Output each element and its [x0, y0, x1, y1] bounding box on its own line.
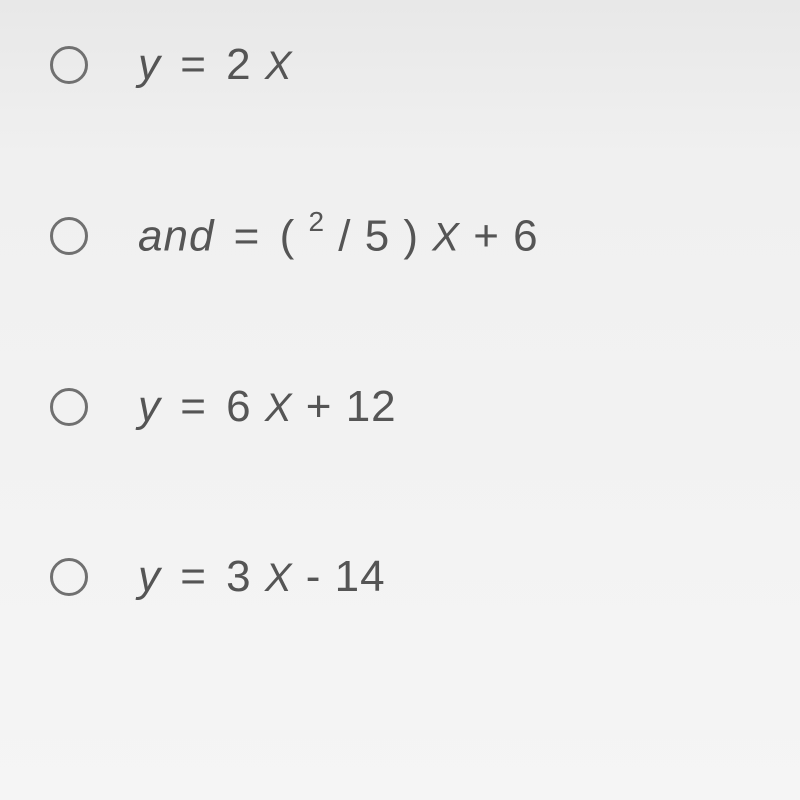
coefficient: 3	[226, 552, 265, 601]
radio-button[interactable]	[50, 558, 88, 596]
fraction-rest: / 5 )	[325, 212, 432, 261]
constant-term: + 12	[293, 382, 397, 431]
radio-button[interactable]	[50, 217, 88, 255]
constant-term: + 6	[460, 212, 539, 261]
radio-button[interactable]	[50, 46, 88, 84]
equals-sign: =	[167, 40, 220, 89]
lhs-variable: and	[138, 212, 214, 261]
equals-sign: =	[167, 382, 220, 431]
rhs-variable: x	[432, 216, 460, 260]
rhs-variable: x	[265, 386, 293, 430]
coefficient: 6	[226, 382, 265, 431]
equals-sign: =	[167, 552, 220, 601]
equals-sign: =	[220, 212, 273, 261]
equation-text: and = ( 2 / 5 ) x + 6	[138, 210, 539, 262]
open-paren: (	[280, 212, 309, 261]
constant-term: - 14	[293, 552, 386, 601]
superscript-numerator: 2	[308, 206, 325, 237]
lhs-variable: y	[138, 552, 161, 601]
coefficient: 2	[226, 40, 265, 89]
radio-button[interactable]	[50, 388, 88, 426]
equation-text: y = 2 x	[138, 40, 293, 90]
answer-option-3[interactable]: y = 6 x + 12	[50, 382, 750, 432]
answer-option-2[interactable]: and = ( 2 / 5 ) x + 6	[50, 210, 750, 262]
equation-text: y = 6 x + 12	[138, 382, 397, 432]
lhs-variable: y	[138, 40, 161, 89]
lhs-variable: y	[138, 382, 161, 431]
rhs-variable: x	[265, 556, 293, 600]
equation-text: y = 3 x - 14	[138, 552, 386, 602]
answer-option-1[interactable]: y = 2 x	[50, 40, 750, 90]
answer-option-4[interactable]: y = 3 x - 14	[50, 552, 750, 602]
rhs-variable: x	[265, 44, 293, 88]
